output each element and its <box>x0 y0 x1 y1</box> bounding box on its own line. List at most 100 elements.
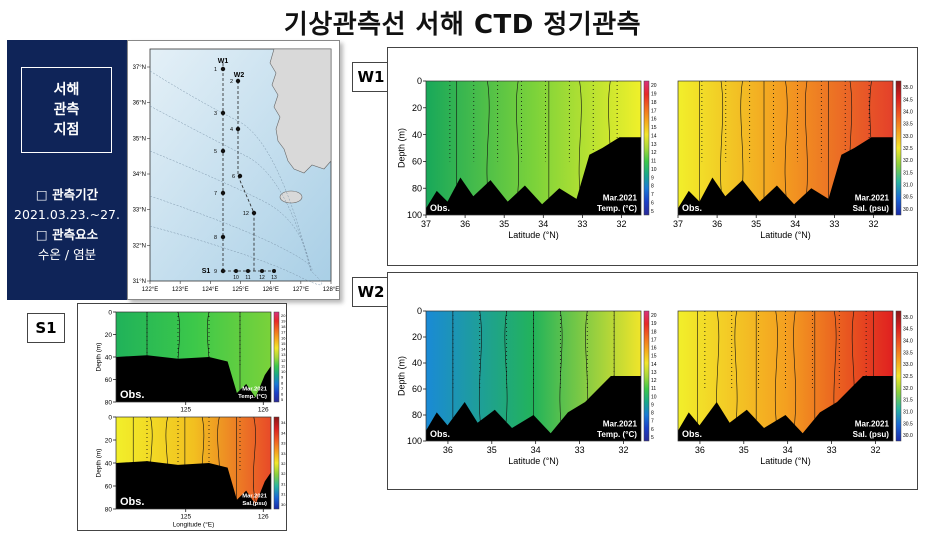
colorbar-tick-label: 31.5 <box>281 481 286 486</box>
month-label: Mar.2021 <box>242 387 267 393</box>
colorbar-tick-label: 32.5 <box>903 146 913 152</box>
colorbar-tick-label: 14 <box>651 133 657 139</box>
plot-frame <box>425 310 642 442</box>
colorbar-tick-label: 30.5 <box>903 421 913 427</box>
x-tick-label: 37 <box>673 219 683 229</box>
colorbar-tick-label: 11 <box>281 363 286 368</box>
variable-label: Temp. (°C) <box>597 204 637 213</box>
colorbar-tick-label: 34.5 <box>903 327 913 333</box>
x-tick-label: 34 <box>783 445 793 455</box>
lon-tick-label: 127°E <box>293 287 309 293</box>
colorbar-tick-label: 15 <box>281 341 286 346</box>
survey-info-panel <box>7 40 127 300</box>
w2-station-dot <box>237 173 243 179</box>
month-label: Mar.2021 <box>242 494 267 500</box>
colorbar-tick-label: 33.0 <box>903 134 913 140</box>
x-tick-label: 37 <box>421 219 431 229</box>
colorbar-tick-label: 32.5 <box>281 461 286 466</box>
x-tick-label: 33 <box>577 219 587 229</box>
y-tick-label: 0 <box>108 414 112 421</box>
w1-section-panel: 37 36 35 34 33 32 0 20 40 60 80 100 Latitude (°N) Dep… <box>387 47 918 266</box>
colorbar-tick-label: 17 <box>651 108 657 114</box>
y-tick-label: 0 <box>417 76 422 86</box>
depth-contour <box>149 150 312 272</box>
variable-label: Sal.(psu) <box>242 501 267 507</box>
colorbar-tick-label: 31.5 <box>903 398 913 404</box>
plot-frame <box>677 80 894 216</box>
station-map: 122°E 123°E 124°E 125°E 126°E 127°E 128°E 37°N 3… <box>127 40 340 300</box>
seabed <box>116 355 271 402</box>
colorbar-tick-label: 34.5 <box>903 97 913 103</box>
x-tick-label: 32 <box>616 219 626 229</box>
obs-label: Obs. <box>120 389 144 401</box>
w2-station-number: 4 <box>230 127 233 133</box>
period-value: 2021.03.23.~27. <box>14 207 120 222</box>
colorbar-tick-label: 6 <box>651 427 654 433</box>
colorbar-tick-label: 34.0 <box>281 430 286 435</box>
s1-station-dot <box>246 269 250 273</box>
lat-tick-label: 35°N <box>133 136 146 142</box>
obs-label: Obs. <box>430 203 450 213</box>
contour-line <box>791 310 797 442</box>
colorbar-tick-label: 17 <box>281 330 286 335</box>
colorbar-tick-label: 31.0 <box>903 183 913 189</box>
variable-label: Temp. (°C) <box>238 394 267 400</box>
colorbar-tick-label: 32.0 <box>903 386 913 392</box>
y-axis-label: Depth (m) <box>95 449 102 478</box>
w1-station-dot <box>220 148 226 154</box>
station-map-svg: 122°E 123°E 124°E 125°E 126°E 127°E 128°E 37°N 3… <box>133 48 339 293</box>
contour-line <box>252 416 258 510</box>
w2-map-label: W2 <box>234 72 245 79</box>
x-tick-label: 126 <box>258 514 269 521</box>
colorbar-tick-label: 10 <box>651 394 657 400</box>
y-tick-label: 80 <box>412 410 422 420</box>
y-tick-label: 60 <box>412 157 422 167</box>
colorbar <box>643 310 650 442</box>
x-tick-label: 33 <box>829 219 839 229</box>
seabed <box>678 376 893 441</box>
colorbar <box>895 80 902 216</box>
y-tick-label: 100 <box>407 210 422 220</box>
y-tick-label: 20 <box>412 103 422 113</box>
w1-station-number: 7 <box>214 191 217 197</box>
x-tick-label: 33 <box>575 445 585 455</box>
depth-contour <box>149 225 323 285</box>
colorbar-tick-label: 33.5 <box>903 350 913 356</box>
obs-label: Obs. <box>120 496 144 508</box>
colorbar-tick-label: 34.0 <box>903 339 913 345</box>
colorbar-tick-label: 16 <box>651 117 657 123</box>
period-heading: □ 관측기간 <box>35 187 99 202</box>
x-tick-label: 125 <box>180 407 191 414</box>
colorbar-tick-label: 5 <box>651 435 654 441</box>
x-tick-label: 32 <box>618 445 628 455</box>
y-axis-label: Depth (m) <box>95 343 102 372</box>
w1-station-number: 3 <box>214 111 217 117</box>
x-tick-label: 125 <box>180 514 191 521</box>
month-label: Mar.2021 <box>855 420 890 429</box>
x-tick-label: 35 <box>499 219 509 229</box>
plot-frame <box>677 310 894 442</box>
station-line: 서해 <box>53 82 80 98</box>
y-tick-label: 20 <box>105 332 113 339</box>
colorbar-tick-label: 35.0 <box>903 315 913 321</box>
month-label: Mar.2021 <box>603 194 638 203</box>
x-axis-label: Latitude (°N) <box>760 456 811 466</box>
month-label: Mar.2021 <box>855 194 890 203</box>
w1-section-svg: 37 36 35 34 33 32 0 20 40 60 80 100 Latitude (°N) Dep… <box>396 76 913 240</box>
w2-station-dot <box>235 78 241 84</box>
x-tick-label: 32 <box>870 445 880 455</box>
x-axis-label: Longitude (°E) <box>173 521 215 529</box>
colorbar-tick-label: 11 <box>651 386 656 392</box>
colorbar <box>643 80 650 216</box>
colorbar-tick-label: 8 <box>651 411 654 417</box>
colorbar-tick-label: 7 <box>651 192 654 198</box>
s1-label: S1 <box>27 313 65 343</box>
x-tick-label: 34 <box>538 219 548 229</box>
colorbar-tick-label: 19 <box>651 321 657 327</box>
colorbar-tick-label: 10 <box>281 369 286 374</box>
w1-station-number: 1 <box>214 67 217 73</box>
colorbar-tick-label: 19 <box>651 92 657 98</box>
y-tick-label: 20 <box>105 437 113 444</box>
w1-label: W1 <box>352 62 390 92</box>
variable-label: Sal. (psu) <box>853 204 890 213</box>
